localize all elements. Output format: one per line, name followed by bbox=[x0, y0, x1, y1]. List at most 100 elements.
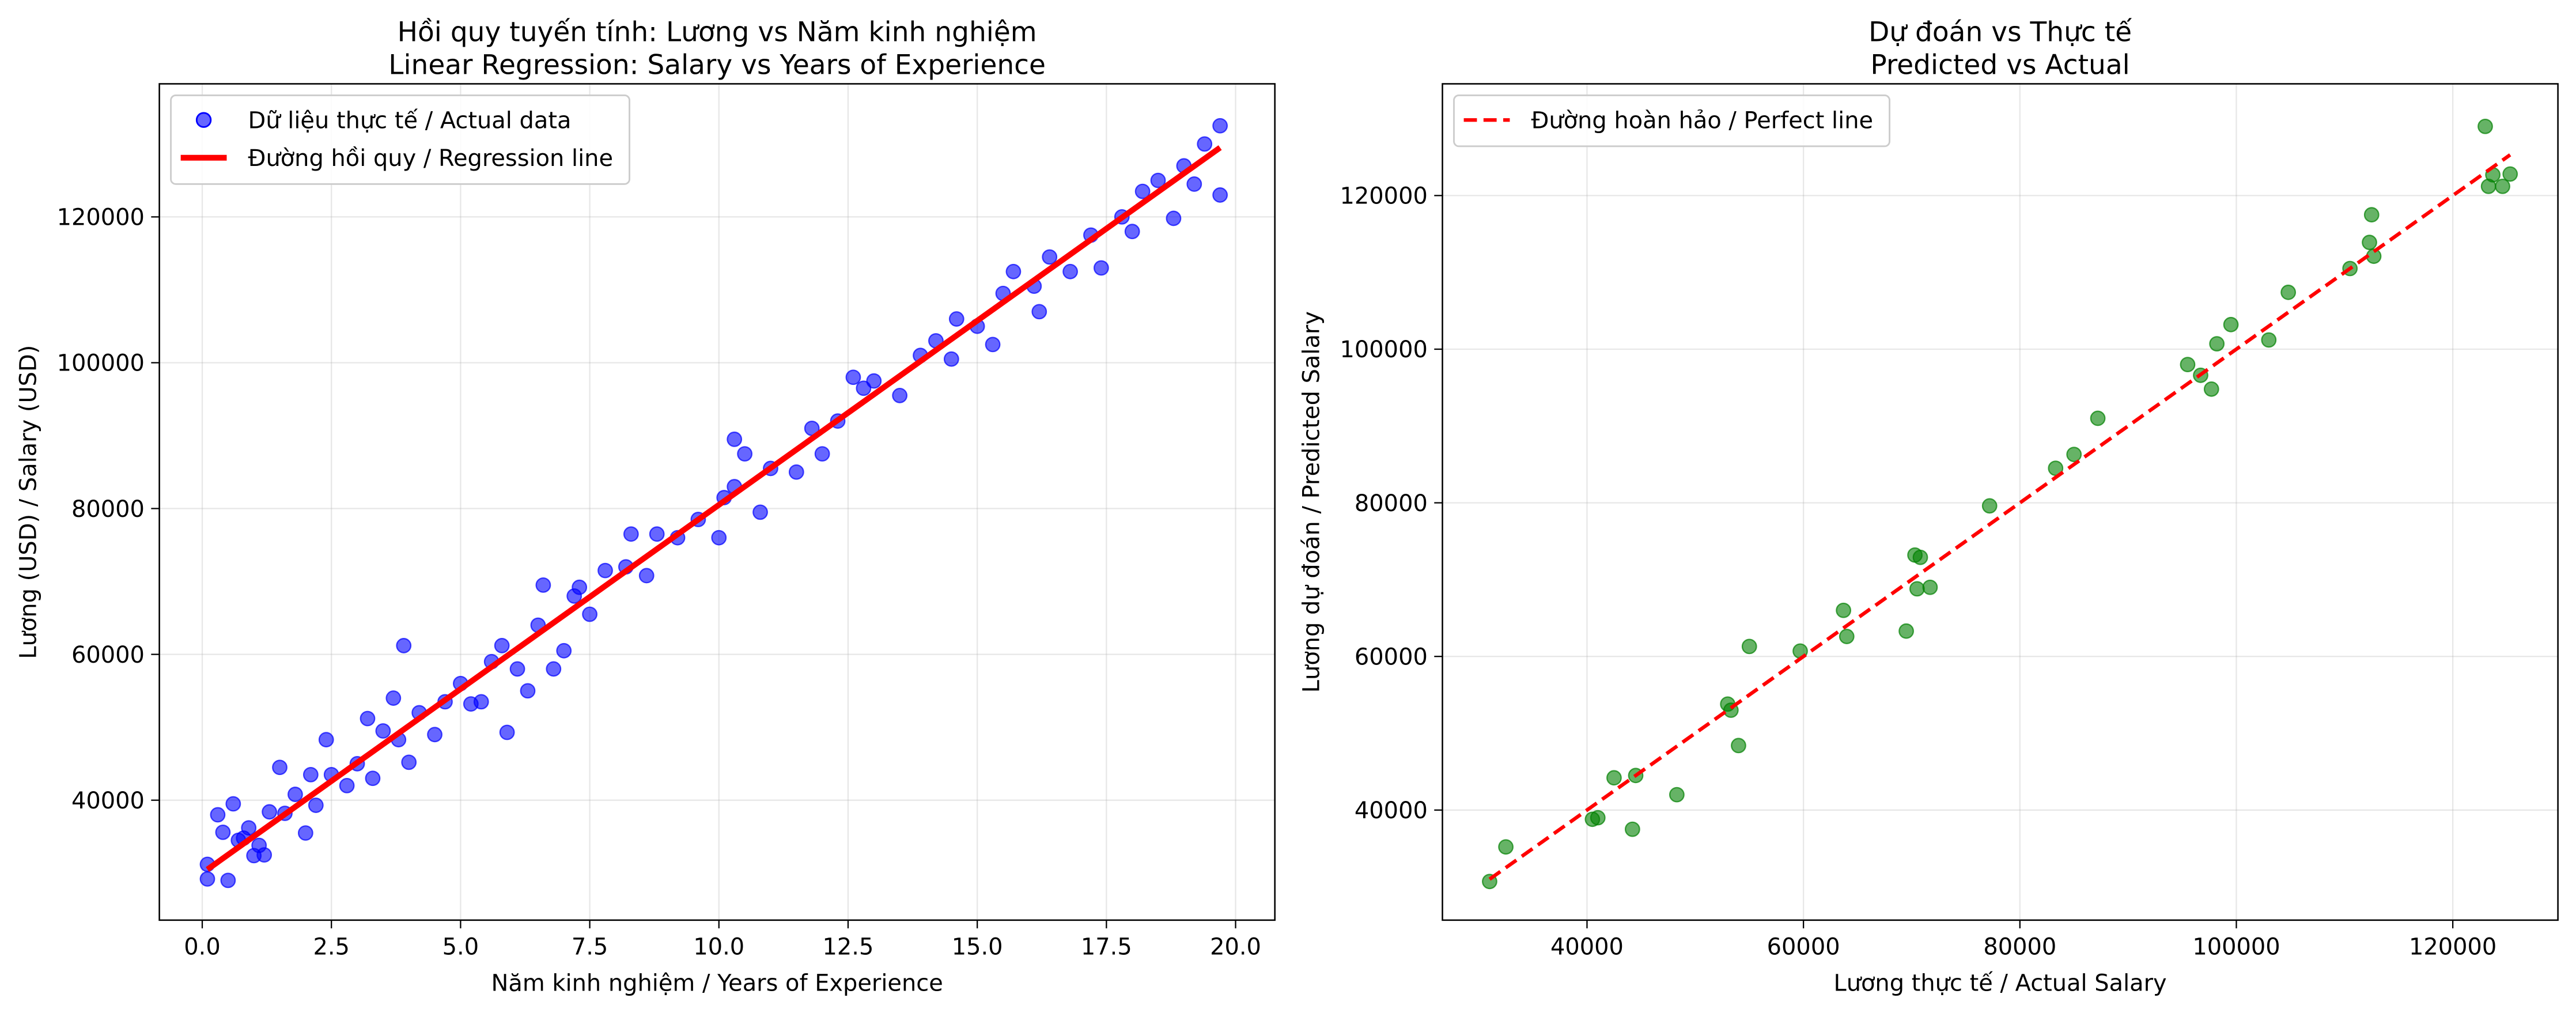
y-tick-label: 40000 bbox=[71, 788, 145, 814]
y-tick-label: 120000 bbox=[57, 205, 145, 231]
scatter-point bbox=[752, 504, 768, 520]
scatter-point bbox=[597, 562, 613, 579]
legend-box bbox=[170, 95, 630, 185]
chart-title: Linear Regression: Salary vs Years of Ex… bbox=[388, 49, 1046, 81]
x-tick-label: 5.0 bbox=[442, 934, 479, 961]
scatter-point bbox=[308, 797, 324, 813]
scatter-point bbox=[1741, 638, 1757, 655]
scatter-point bbox=[866, 373, 882, 389]
scatter-point bbox=[948, 311, 964, 327]
scatter-point bbox=[1005, 263, 1022, 279]
scatter-point bbox=[262, 804, 277, 820]
scatter-point bbox=[1031, 304, 1047, 320]
scatter-point bbox=[1498, 839, 1514, 855]
x-tick-label: 2.5 bbox=[313, 934, 349, 961]
scatter-point bbox=[546, 661, 562, 677]
legend-label: Dữ liệu thực tế / Actual data bbox=[248, 107, 572, 134]
scatter-point bbox=[215, 824, 231, 840]
scatter-point bbox=[1212, 118, 1228, 134]
chart-title: Hồi quy tuyến tính: Lương vs Năm kinh ng… bbox=[398, 16, 1037, 48]
x-tick-label: 12.5 bbox=[823, 934, 874, 961]
x-tick-label: 17.5 bbox=[1081, 934, 1132, 961]
scatter-point bbox=[582, 606, 597, 622]
scatter-point bbox=[241, 820, 257, 836]
scatter-point bbox=[1590, 810, 1606, 826]
x-tick-label: 40000 bbox=[1550, 934, 1624, 961]
y-tick-label: 80000 bbox=[1355, 490, 1428, 517]
scatter-point bbox=[1093, 260, 1109, 276]
scatter-point bbox=[318, 732, 334, 748]
scatter-point bbox=[856, 380, 872, 396]
x-tick-label: 120000 bbox=[2409, 934, 2496, 961]
scatter-point bbox=[288, 787, 303, 802]
scatter-point bbox=[375, 723, 391, 739]
chart-title: Dự đoán vs Thực tế bbox=[1868, 16, 2132, 48]
scatter-point bbox=[2280, 284, 2297, 300]
scatter-point bbox=[727, 431, 743, 447]
scatter-point bbox=[499, 724, 515, 740]
scatter-point bbox=[638, 568, 655, 584]
scatter-point bbox=[339, 777, 355, 793]
legend-label: Đường hồi quy / Regression line bbox=[248, 145, 613, 172]
scatter-point bbox=[302, 767, 319, 783]
scatter-point bbox=[1669, 787, 1685, 803]
scatter-point bbox=[210, 807, 226, 823]
scatter-point bbox=[365, 770, 381, 787]
scatter-point bbox=[1166, 210, 1182, 226]
scatter-point bbox=[1212, 187, 1228, 203]
scatter-point bbox=[535, 577, 551, 593]
legend: Dữ liệu thực tế / Actual data Đường hồi q… bbox=[170, 95, 630, 185]
y-tick-label: 100000 bbox=[57, 350, 145, 377]
scatter-point bbox=[1909, 581, 1925, 597]
scatter-point bbox=[2261, 332, 2277, 348]
scatter-point bbox=[220, 872, 236, 889]
line bbox=[1488, 153, 2511, 881]
legend-marker bbox=[195, 112, 212, 128]
scatter-point bbox=[297, 825, 313, 841]
scatter-point bbox=[814, 446, 830, 462]
scatter-point bbox=[1912, 549, 1928, 565]
scatter-point bbox=[360, 710, 376, 727]
scatter-point bbox=[385, 690, 402, 706]
line bbox=[206, 145, 1222, 872]
x-tick-label: 7.5 bbox=[572, 934, 608, 961]
scatter-point bbox=[1606, 770, 1622, 786]
scatter-point bbox=[2180, 357, 2196, 373]
scatter-point bbox=[892, 388, 908, 403]
scatter-point bbox=[2209, 336, 2225, 352]
legend: Đường hoàn hảo / Perfect line bbox=[1453, 95, 1890, 148]
scatter-point bbox=[1836, 602, 1852, 618]
scatter-point bbox=[1898, 623, 1914, 639]
x-axis-label: Năm kinh nghiệm / Years of Experience bbox=[491, 970, 943, 996]
scatter-point bbox=[2362, 235, 2377, 251]
y-axis-label: Lương dự đoán / Predicted Salary bbox=[1299, 311, 1325, 693]
x-tick-label: 100000 bbox=[2192, 934, 2280, 961]
scatter-point bbox=[401, 754, 417, 770]
scatter-point bbox=[845, 369, 861, 385]
scatter-point bbox=[520, 683, 536, 699]
scatter-point bbox=[272, 759, 288, 776]
scatter-point bbox=[1134, 183, 1151, 199]
x-tick-label: 15.0 bbox=[952, 934, 1003, 961]
y-tick-label: 40000 bbox=[1355, 797, 1428, 824]
scatter-point bbox=[2502, 166, 2518, 182]
scatter-point bbox=[1922, 579, 1938, 595]
scatter-point bbox=[572, 579, 588, 595]
scatter-point bbox=[473, 694, 489, 710]
scatter-point bbox=[1124, 224, 1140, 240]
scatter-point bbox=[199, 871, 215, 887]
scatter-point bbox=[1150, 172, 1166, 188]
scatter-point bbox=[509, 661, 525, 677]
scatter-point bbox=[2066, 447, 2082, 463]
y-tick-label: 60000 bbox=[71, 642, 145, 668]
x-tick-label: 60000 bbox=[1767, 934, 1840, 961]
scatter-point bbox=[2090, 410, 2106, 426]
axes-frame bbox=[1442, 83, 2559, 921]
scatter-point bbox=[225, 796, 241, 812]
scatter-point bbox=[649, 526, 665, 542]
scatter-point bbox=[1839, 629, 1855, 644]
axes-frame bbox=[158, 83, 1276, 921]
x-tick-label: 80000 bbox=[1983, 934, 2056, 961]
